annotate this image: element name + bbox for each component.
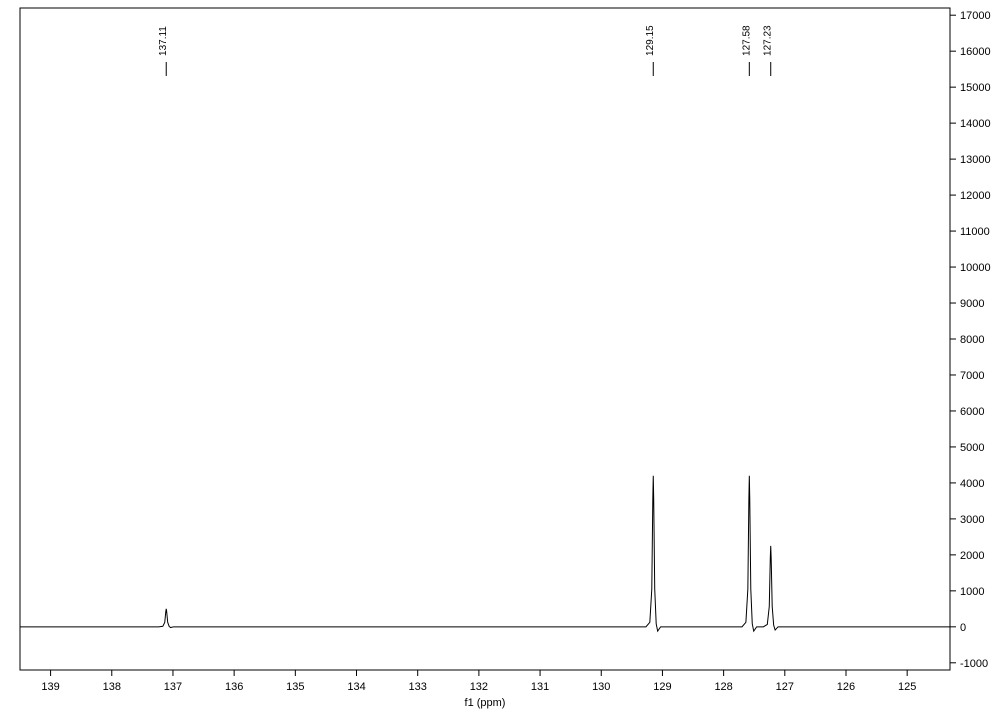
peak-label: 137.11 bbox=[158, 26, 169, 56]
y-tick-label: 15000 bbox=[960, 82, 991, 94]
y-tick-label: 10000 bbox=[960, 262, 991, 274]
peak-label: 127.23 bbox=[763, 25, 774, 56]
x-tick-label: 138 bbox=[103, 681, 121, 693]
y-tick-label: 1000 bbox=[960, 586, 984, 598]
y-tick-label: 4000 bbox=[960, 478, 984, 490]
x-axis-label: f1 (ppm) bbox=[465, 697, 506, 709]
x-tick-label: 128 bbox=[714, 681, 732, 693]
y-tick-label: 14000 bbox=[960, 118, 991, 130]
y-tick-label: 3000 bbox=[960, 514, 984, 526]
plot-frame bbox=[20, 8, 950, 670]
x-tick-label: 127 bbox=[776, 681, 794, 693]
y-tick-label: 5000 bbox=[960, 442, 984, 454]
x-tick-label: 136 bbox=[225, 681, 243, 693]
y-tick-label: 12000 bbox=[960, 190, 991, 202]
nmr-spectrum-chart: 139 138 137 136 135 134 133 132 131 130 129 128 127 1… bbox=[0, 0, 1000, 716]
y-tick-label: 7000 bbox=[960, 370, 984, 382]
y-tick-label: 0 bbox=[960, 622, 966, 634]
x-tick-label: 129 bbox=[653, 681, 671, 693]
x-tick-label: 133 bbox=[409, 681, 427, 693]
x-tick-label: 137 bbox=[164, 681, 182, 693]
y-tick-label: 8000 bbox=[960, 334, 984, 346]
y-tick-label: 6000 bbox=[960, 406, 984, 418]
x-tick-label: 132 bbox=[470, 681, 488, 693]
y-tick-label: 11000 bbox=[960, 226, 990, 238]
x-tick-label: 139 bbox=[41, 681, 59, 693]
y-tick-label: 2000 bbox=[960, 550, 984, 562]
x-tick-label: 125 bbox=[898, 681, 916, 693]
y-tick-label: 17000 bbox=[960, 10, 991, 22]
y-tick-label: -1000 bbox=[960, 658, 988, 670]
x-tick-label: 131 bbox=[531, 681, 549, 693]
y-tick-label: 16000 bbox=[960, 46, 991, 58]
x-tick-label: 135 bbox=[286, 681, 304, 693]
y-tick-label: 9000 bbox=[960, 298, 984, 310]
peak-label: 129.15 bbox=[645, 25, 656, 56]
y-tick-label: 13000 bbox=[960, 154, 991, 166]
peak-label: 127.58 bbox=[741, 25, 752, 56]
spectrum-trace bbox=[20, 476, 950, 631]
chart-svg: 139 138 137 136 135 134 133 132 131 130 129 128 127 1… bbox=[0, 0, 1000, 716]
x-tick-label: 126 bbox=[837, 681, 855, 693]
x-tick-label: 130 bbox=[592, 681, 610, 693]
x-tick-label: 134 bbox=[347, 681, 365, 693]
